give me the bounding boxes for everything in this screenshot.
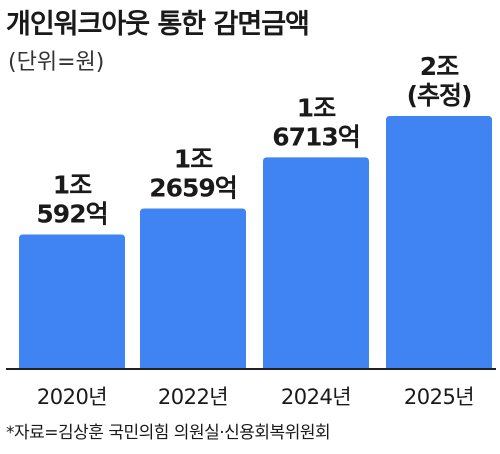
data-label: 1조 <box>53 171 92 200</box>
x-tick-label: 2020년 <box>37 385 107 409</box>
x-tick-label: 2022년 <box>158 385 228 409</box>
data-label: 592억 <box>36 200 107 229</box>
bar-2024년 <box>263 157 369 368</box>
data-label: (추정) <box>407 81 472 110</box>
data-label: 6713억 <box>272 122 360 151</box>
x-tick-label: 2024년 <box>281 385 351 409</box>
bar-2022년 <box>140 208 246 368</box>
data-label: 1조 <box>174 144 213 173</box>
unit-label: (단위=원) <box>8 50 105 75</box>
source-note: *자료=김상훈 국민의힘 의원실·신용회복위원회 <box>6 423 331 443</box>
chart-title: 개인워크아웃 통한 감면금액 <box>6 9 310 40</box>
x-tick-label: 2025년 <box>404 385 474 409</box>
data-label: 2조 <box>420 52 459 81</box>
data-label: 1조 <box>297 93 336 122</box>
bar-2025년 <box>386 116 492 368</box>
bar-2020년 <box>19 234 125 368</box>
data-label: 2659억 <box>149 173 237 202</box>
